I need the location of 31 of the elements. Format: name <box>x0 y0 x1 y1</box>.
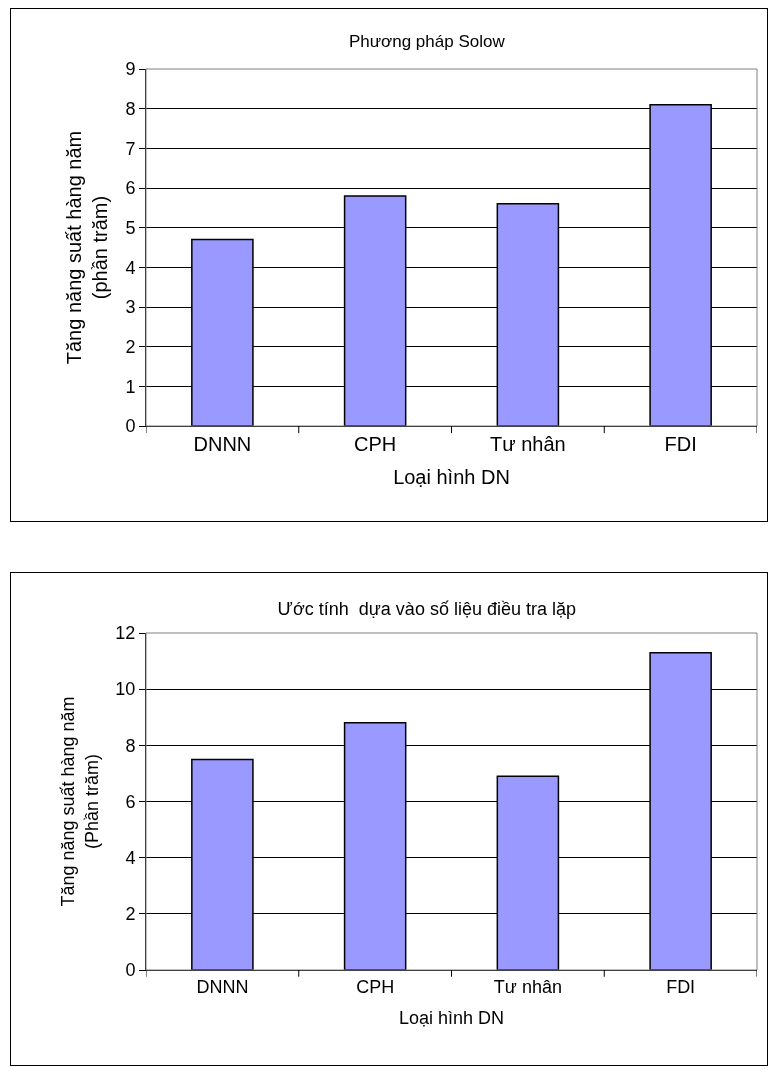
y-tick-label: 4 <box>125 257 136 278</box>
y-tick-label: 2 <box>125 904 136 925</box>
x-tick-label: FDI <box>666 976 696 997</box>
y-axis-title: Tăng năng suất hàng năm (phần trăm) <box>62 130 111 365</box>
x-axis-title: Loại hình DN <box>398 1007 505 1028</box>
y-tick-label: 6 <box>125 178 136 199</box>
y-tick-label: 4 <box>125 847 136 868</box>
y-tick-label: 10 <box>115 679 136 700</box>
x-tick-label: FDI <box>664 433 697 455</box>
y-tick-label: 0 <box>125 416 136 437</box>
chart-title: Ước tính dựa vào số liệu điều tra lặp <box>277 599 576 620</box>
x-tick-label: CPH <box>354 433 397 455</box>
y-tick-label: 0 <box>125 960 136 981</box>
x-tick-label: CPH <box>356 976 395 997</box>
y-tick-label: 1 <box>125 376 136 397</box>
y-tick-label: 9 <box>125 59 136 80</box>
y-tick-label: 3 <box>125 297 136 318</box>
y-tick-label: 2 <box>125 336 136 357</box>
y-tick-label: 8 <box>125 735 136 756</box>
y-tick-label: 6 <box>125 791 136 812</box>
y-tick-label: 7 <box>125 138 136 159</box>
x-tick-label: Tư nhân <box>493 976 562 997</box>
x-tick-label: DNNN <box>196 976 249 997</box>
x-tick-label: Tư nhân <box>490 433 566 455</box>
y-tick-label: 5 <box>125 217 136 238</box>
chart-title: Phương pháp Solow <box>348 31 506 51</box>
y-tick-label: 12 <box>115 623 136 644</box>
x-tick-label: DNNN <box>193 433 252 455</box>
y-axis-title: Tăng năng suất hàng năm (Phần trăm) <box>58 696 102 907</box>
x-axis-title: Loại hình DN <box>393 465 510 488</box>
y-tick-label: 8 <box>125 98 136 119</box>
